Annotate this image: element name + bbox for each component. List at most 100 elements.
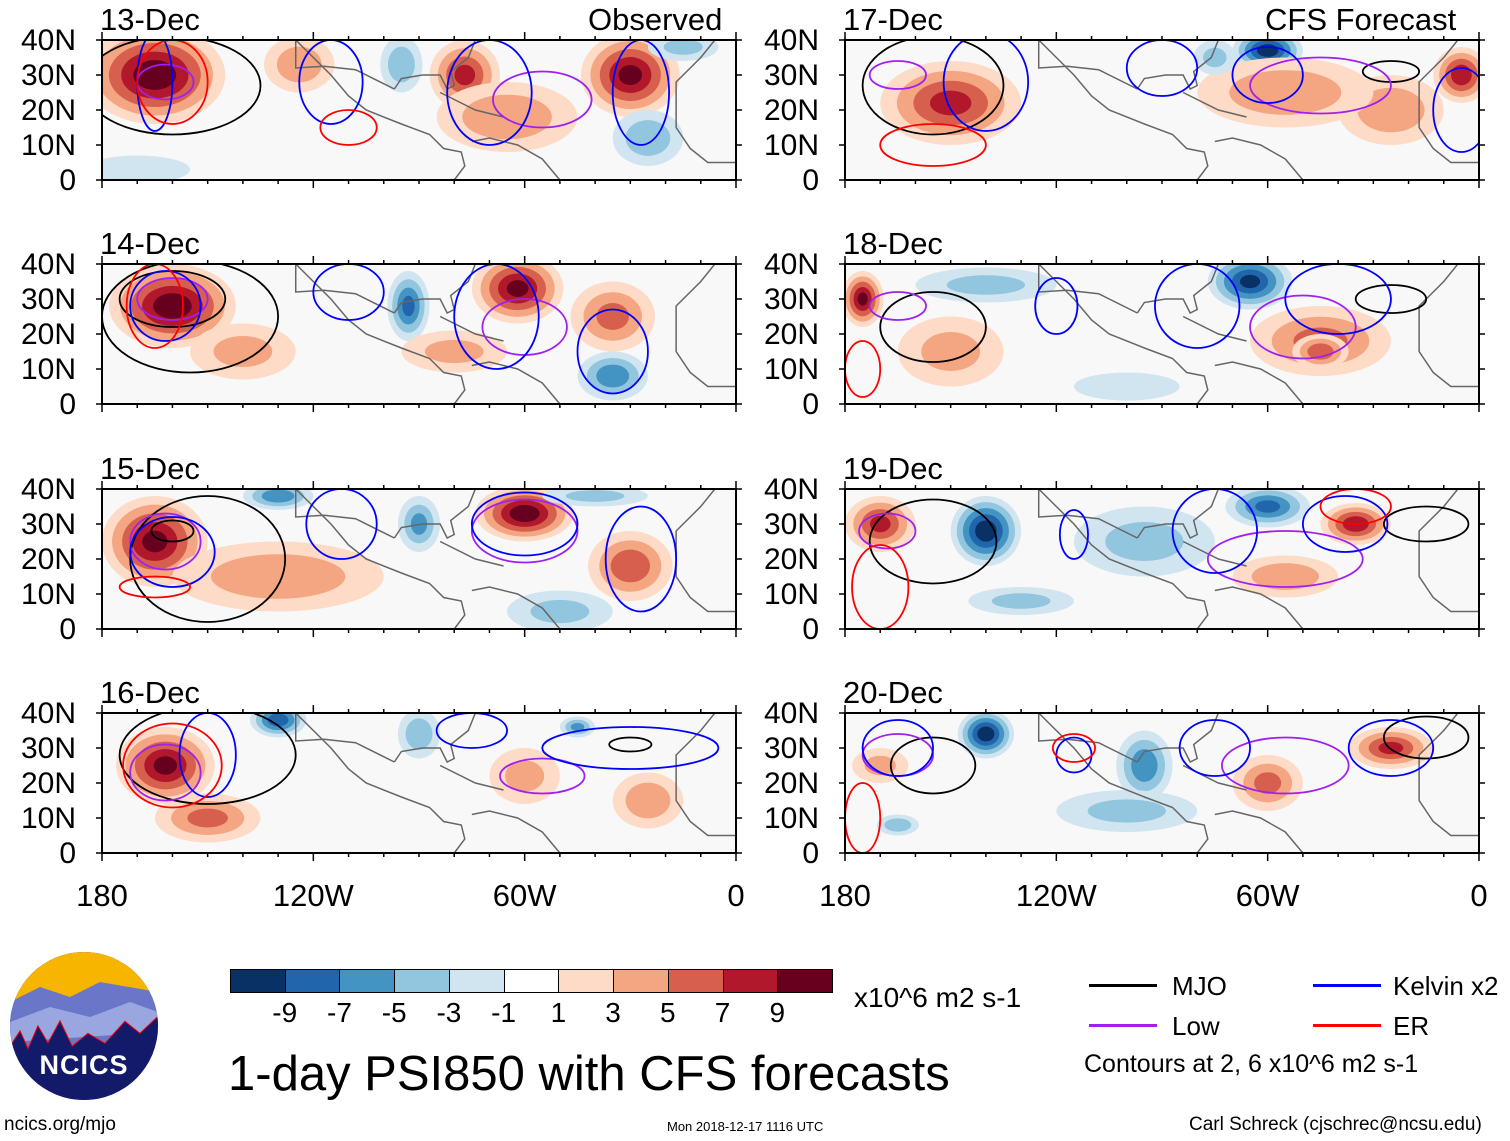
negative-anomaly-shade: [1239, 274, 1261, 289]
legend-swatch-mjo: [1089, 984, 1157, 987]
coastline: [1038, 40, 1479, 180]
positive-anomaly-shade: [133, 60, 177, 90]
lon-label: 0: [727, 878, 745, 913]
panel-date: 18-Dec: [843, 226, 943, 261]
footer-url[interactable]: ncics.org/mjo: [4, 1114, 116, 1135]
colorbar-label: -7: [327, 997, 352, 1028]
lon-label: 180: [76, 878, 128, 913]
er-contour: [845, 340, 882, 398]
colorbar-swatch: [448, 969, 505, 993]
lat-label: 10N: [763, 802, 819, 835]
positive-anomaly-shade: [1357, 87, 1425, 133]
positive-anomaly-shade: [153, 293, 192, 319]
footer-timestamp: Mon 2018-12-17 1116 UTC: [667, 1119, 824, 1134]
low-contour: [470, 498, 579, 564]
map-content: [845, 489, 1479, 629]
colorbar-label: -3: [436, 997, 462, 1028]
lat-label: 0: [802, 837, 819, 870]
kelvin-contour: [435, 713, 508, 749]
positive-anomaly-shade: [454, 64, 476, 86]
low-contour: [868, 60, 927, 90]
negative-anomaly-shade: [102, 155, 191, 180]
positive-anomaly-shade: [869, 515, 891, 533]
mjo-contour: [861, 40, 1005, 136]
lon-label: 120W: [1015, 878, 1097, 913]
lat-label: 0: [802, 613, 819, 646]
negative-anomaly-shade: [946, 275, 1026, 295]
colorbar-label: -9: [272, 997, 298, 1028]
lat-label: 40N: [20, 697, 76, 730]
colorbar-label: -5: [381, 997, 407, 1028]
positive-anomaly-shade: [1451, 64, 1472, 86]
map-plot: [839, 256, 1485, 412]
lat-label: 40N: [20, 24, 76, 57]
positive-anomaly-shade: [509, 504, 540, 523]
legend-label-mjo: MJO: [1172, 971, 1227, 1001]
negative-anomaly-shade: [977, 726, 995, 742]
colorbar-swatch: [230, 969, 286, 993]
observed-label: Observed: [588, 2, 723, 37]
map-content: [102, 713, 736, 853]
panel-date: 20-Dec: [843, 675, 943, 710]
colorbar-swatch: [339, 969, 396, 993]
positive-anomaly-shade: [1378, 741, 1404, 755]
low-contour: [129, 512, 202, 571]
lat-label: 20N: [20, 767, 76, 800]
lat-label: 30N: [20, 59, 76, 92]
coastline: [295, 264, 736, 404]
kelvin-contour: [604, 505, 678, 613]
colorbar-label: -1: [491, 997, 517, 1028]
lat-label: 30N: [763, 508, 819, 541]
coastline: [1038, 713, 1479, 853]
panel-date: 17-Dec: [843, 2, 943, 37]
low-contour: [1249, 56, 1392, 115]
figure-title: 1-day PSI850 with CFS forecasts: [228, 1047, 950, 1101]
positive-anomaly-shade: [625, 782, 671, 819]
map-panel-16-Dec: 16-Dec 40N 30N 20N 10N 0: [21, 677, 742, 869]
lat-label: 30N: [20, 732, 76, 765]
negative-anomaly-shade: [530, 599, 590, 624]
mjo-contour: [879, 291, 987, 363]
kelvin-contour: [1178, 719, 1251, 777]
map-plot: [839, 481, 1485, 637]
negative-anomaly-shade: [1087, 799, 1166, 823]
low-contour: [499, 757, 586, 795]
lat-label: 10N: [20, 578, 76, 611]
lat-label: 20N: [20, 318, 76, 351]
negative-anomaly-shade: [596, 364, 630, 388]
map-panel-13-Dec: 13-Dec 40N 30N 20N 10N 0: [21, 4, 742, 196]
kelvin-contour: [1058, 509, 1089, 560]
lat-label: 30N: [763, 59, 819, 92]
negative-anomaly-shade: [387, 46, 415, 83]
coastline: [295, 489, 736, 629]
lat-label: 20N: [763, 543, 819, 576]
kelvin-contour: [178, 713, 237, 798]
negative-anomaly-shade: [625, 120, 671, 156]
positive-anomaly-shade: [610, 549, 651, 583]
er-contour: [122, 722, 223, 809]
contour-note: Contours at 2, 6 x10^6 m2 s-1: [1084, 1050, 1419, 1078]
border-lines: [294, 713, 504, 791]
colorbar-swatch: [558, 969, 615, 993]
lat-label: 10N: [763, 129, 819, 162]
negative-anomaly-shade: [1131, 749, 1158, 782]
map-plot: [96, 32, 742, 188]
lat-label: 20N: [20, 94, 76, 127]
kelvin-contour: [470, 491, 579, 557]
low-contour: [492, 70, 593, 129]
lat-label: 40N: [763, 697, 819, 730]
mjo-contour: [102, 264, 279, 374]
mjo-contour: [102, 40, 262, 136]
colorbar-label: 9: [769, 997, 786, 1028]
panel-date: 15-Dec: [100, 451, 200, 486]
er-contour: [118, 575, 191, 599]
positive-anomaly-shade: [213, 335, 273, 368]
colorbar-label: 1: [550, 997, 567, 1028]
negative-anomaly-shade: [1203, 47, 1227, 68]
kelvin-contour: [1125, 40, 1199, 97]
lat-label: 40N: [763, 473, 819, 506]
negative-anomaly-shade: [267, 713, 289, 727]
lon-label: 60W: [492, 878, 557, 913]
lat-label: 20N: [763, 767, 819, 800]
border-lines: [1037, 264, 1247, 342]
